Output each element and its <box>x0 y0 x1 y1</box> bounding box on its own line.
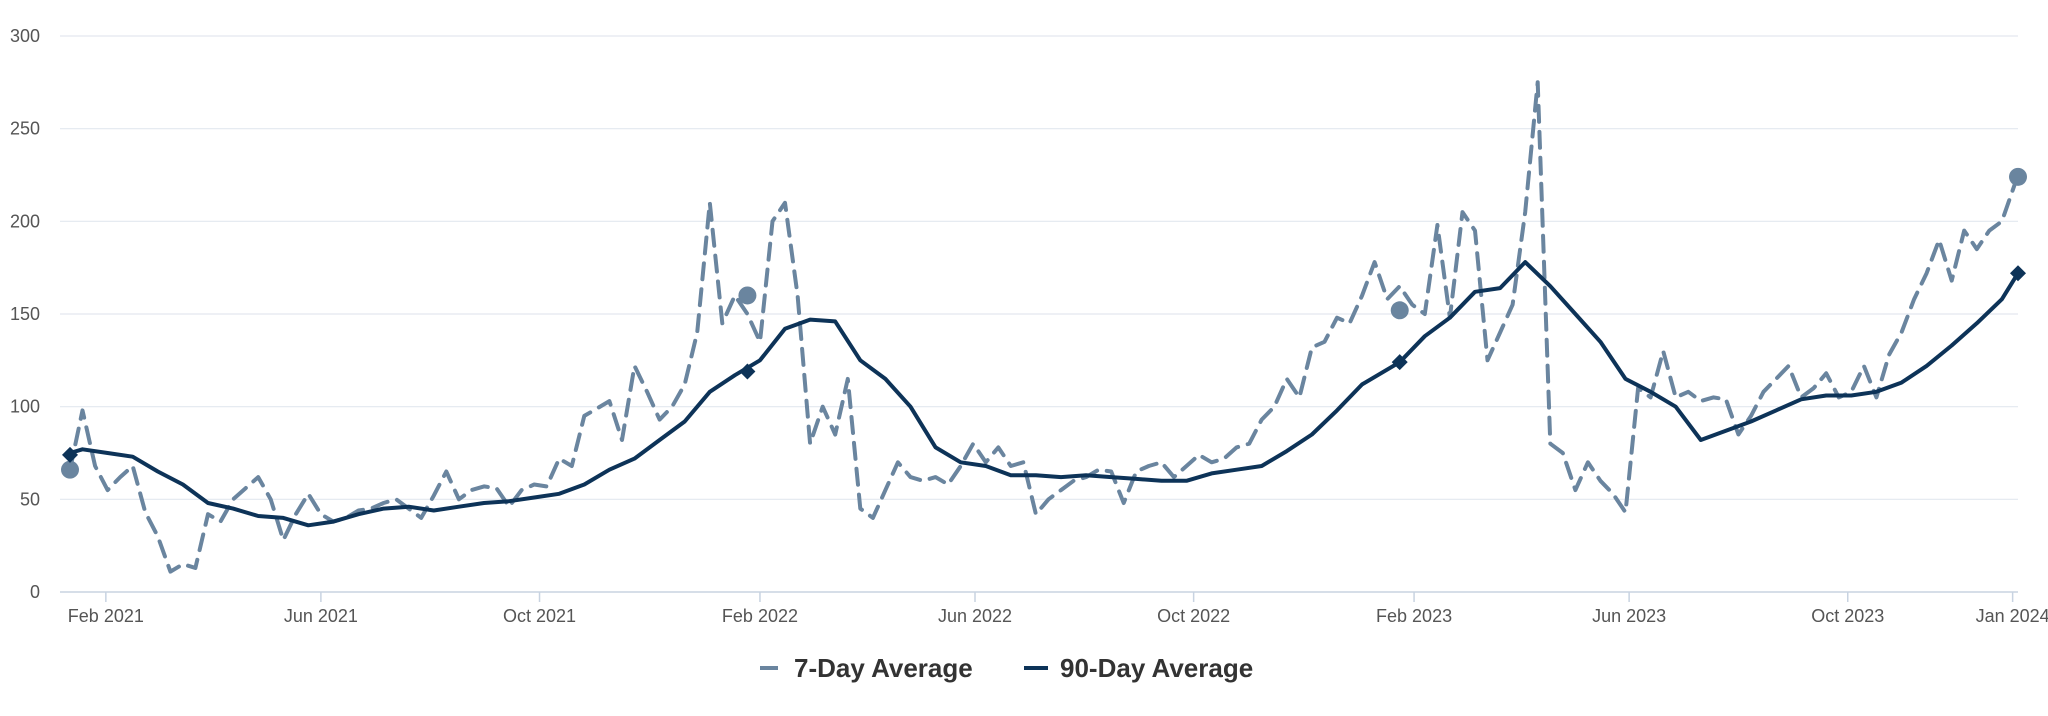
y-axis-ticks: 0 50 100 150 200 250 300 <box>10 26 40 602</box>
x-tick-label: Oct 2021 <box>503 606 576 626</box>
highlight-point-90-day[interactable] <box>739 363 756 380</box>
x-tick-label: Jun 2022 <box>938 606 1012 626</box>
y-tick-label: 250 <box>10 119 40 139</box>
highlight-point-90-day[interactable] <box>62 446 78 463</box>
y-tick-label: 300 <box>10 26 40 46</box>
x-tick-label: Oct 2023 <box>1811 606 1884 626</box>
highlight-point-90-day[interactable] <box>1391 354 1408 371</box>
legend: 7-Day Average 90-Day Average <box>760 653 1253 683</box>
x-tick-label: Oct 2022 <box>1157 606 1230 626</box>
x-tick-label: Feb 2022 <box>722 606 798 626</box>
highlight-point-7-day[interactable] <box>61 460 79 479</box>
x-tick-label: Jun 2021 <box>284 606 358 626</box>
highlight-point-90-day[interactable] <box>2010 265 2026 282</box>
y-tick-label: 100 <box>10 397 40 417</box>
y-tick-label: 200 <box>10 211 40 231</box>
x-axis-ticks: Feb 2021 Jun 2021 Oct 2021 Feb 2022 Jun 2022… <box>68 592 2048 626</box>
legend-label-90-day: 90-Day Average <box>1060 653 1253 683</box>
highlight-point-7-day[interactable] <box>738 286 757 305</box>
legend-item-90-day[interactable]: 90-Day Average <box>1024 653 1253 683</box>
y-tick-label: 0 <box>30 582 40 602</box>
x-tick-label: Jan 2024 <box>1976 606 2048 626</box>
x-tick-label: Jun 2023 <box>1592 606 1666 626</box>
series-line-7-day <box>68 80 2020 574</box>
series-line-90-day <box>68 260 2020 528</box>
highlight-point-7-day[interactable] <box>2009 167 2027 186</box>
series <box>68 80 2020 574</box>
y-tick-label: 150 <box>10 304 40 324</box>
highlight-point-7-day[interactable] <box>1390 301 1409 320</box>
legend-item-7-day[interactable]: 7-Day Average <box>760 653 973 683</box>
x-tick-label: Feb 2023 <box>1376 606 1452 626</box>
y-tick-label: 50 <box>20 489 40 509</box>
grid-lines <box>60 35 2018 500</box>
legend-label-7-day: 7-Day Average <box>794 653 973 683</box>
highlight-markers <box>61 167 2027 479</box>
x-tick-label: Feb 2021 <box>68 606 144 626</box>
